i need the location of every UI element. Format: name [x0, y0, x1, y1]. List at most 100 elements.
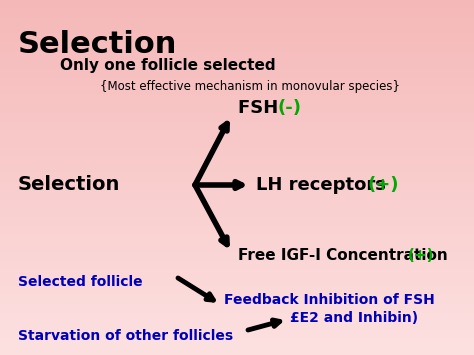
Bar [0, 40, 474, 41]
Bar [0, 130, 474, 131]
Text: (-): (-) [278, 99, 302, 117]
Bar [0, 84, 474, 85]
Bar [0, 168, 474, 169]
Bar [0, 189, 474, 190]
Text: FSH: FSH [238, 99, 284, 117]
Bar [0, 77, 474, 78]
Bar [0, 138, 474, 139]
Bar [0, 105, 474, 106]
Bar [0, 2, 474, 3]
Bar [0, 158, 474, 159]
Bar [0, 206, 474, 207]
Text: (+): (+) [368, 176, 400, 194]
Bar [0, 27, 474, 28]
Bar [0, 292, 474, 293]
Bar [0, 295, 474, 296]
Bar [0, 100, 474, 101]
Bar [0, 28, 474, 29]
Bar [0, 281, 474, 282]
Bar [0, 142, 474, 143]
Bar [0, 210, 474, 211]
Bar [0, 263, 474, 264]
Bar [0, 144, 474, 145]
Bar [0, 223, 474, 224]
Bar [0, 186, 474, 187]
Bar [0, 269, 474, 270]
Bar [0, 152, 474, 153]
Bar [0, 12, 474, 13]
Bar [0, 32, 474, 33]
Bar [0, 320, 474, 321]
Bar [0, 192, 474, 193]
Bar [0, 194, 474, 195]
Bar [0, 157, 474, 158]
Bar [0, 156, 474, 157]
Bar [0, 278, 474, 279]
Bar [0, 86, 474, 87]
Bar [0, 30, 474, 31]
Bar [0, 160, 474, 161]
Bar [0, 334, 474, 335]
Bar [0, 225, 474, 226]
Bar [0, 241, 474, 242]
Bar [0, 340, 474, 341]
Bar [0, 36, 474, 37]
Bar [0, 191, 474, 192]
Bar [0, 4, 474, 5]
Bar [0, 14, 474, 15]
Bar [0, 329, 474, 330]
Bar [0, 35, 474, 36]
Bar [0, 212, 474, 213]
Bar [0, 282, 474, 283]
Bar [0, 341, 474, 342]
Bar [0, 114, 474, 115]
Bar [0, 299, 474, 300]
Bar [0, 74, 474, 75]
Bar [0, 207, 474, 208]
Bar [0, 349, 474, 350]
Bar [0, 49, 474, 50]
Text: LH receptors: LH receptors [256, 176, 392, 194]
Bar [0, 275, 474, 276]
Bar [0, 193, 474, 194]
Bar [0, 313, 474, 314]
Bar [0, 217, 474, 218]
Bar [0, 73, 474, 74]
Bar [0, 339, 474, 340]
Bar [0, 149, 474, 150]
Bar [0, 348, 474, 349]
Bar [0, 335, 474, 336]
Bar [0, 343, 474, 344]
Bar [0, 13, 474, 14]
Bar [0, 273, 474, 274]
Bar [0, 197, 474, 198]
Text: £E2 and Inhibin): £E2 and Inhibin) [290, 311, 418, 325]
Bar [0, 121, 474, 122]
Bar [0, 231, 474, 232]
Bar [0, 190, 474, 191]
Bar [0, 344, 474, 345]
Bar [0, 127, 474, 128]
Bar [0, 291, 474, 292]
Bar [0, 101, 474, 102]
Bar [0, 107, 474, 108]
Bar [0, 162, 474, 163]
Bar [0, 10, 474, 11]
Bar [0, 250, 474, 251]
Bar [0, 18, 474, 19]
Bar [0, 1, 474, 2]
Bar [0, 93, 474, 94]
Bar [0, 37, 474, 38]
Bar [0, 260, 474, 261]
Bar [0, 139, 474, 140]
Bar [0, 23, 474, 24]
Bar [0, 133, 474, 134]
Bar [0, 69, 474, 70]
Bar [0, 20, 474, 21]
Bar [0, 85, 474, 86]
Bar [0, 293, 474, 294]
Bar [0, 256, 474, 257]
Bar [0, 318, 474, 319]
Bar [0, 129, 474, 130]
Bar [0, 113, 474, 114]
